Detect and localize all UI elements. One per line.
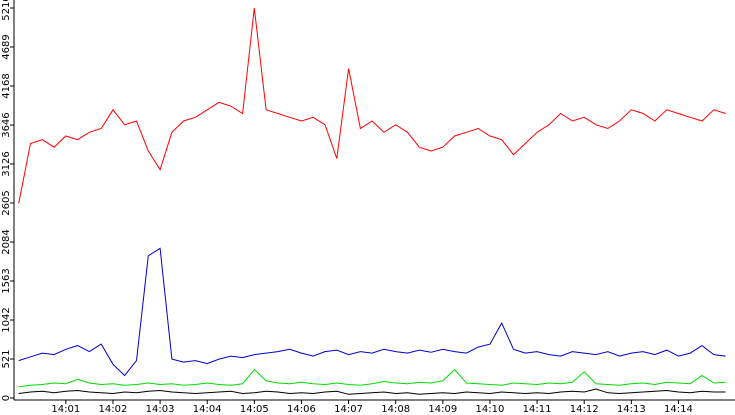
x-tick-label: 14:11 (523, 404, 552, 415)
x-tick-label: 14:09 (428, 404, 457, 415)
y-tick-label: 4168 (1, 73, 12, 98)
x-tick-label: 14:07 (334, 404, 363, 415)
x-tick-label: 14:04 (193, 404, 222, 415)
y-tick-label: 5210 (1, 0, 12, 21)
x-tick-label: 14:08 (381, 404, 410, 415)
y-tick-label: 3126 (1, 151, 12, 176)
x-tick-label: 14:12 (570, 404, 599, 415)
x-tick-label: 14:05 (240, 404, 269, 415)
y-tick-label: 2084 (1, 229, 12, 254)
y-tick-label: 0 (1, 395, 12, 401)
x-tick-label: 14:06 (287, 404, 316, 415)
y-tick-label: 2605 (1, 190, 12, 215)
series-line (18, 247, 726, 377)
x-tick-label: 14:02 (99, 404, 128, 415)
y-tick-label: 3646 (1, 112, 12, 137)
x-tick-label: 14:14 (664, 404, 693, 415)
x-tick-label: 14:03 (146, 404, 175, 415)
series-line (18, 388, 726, 395)
y-tick-label: 1563 (1, 268, 12, 293)
y-tick-label: 1042 (1, 307, 12, 332)
x-tick-label: 14:10 (476, 404, 505, 415)
y-tick-label: 4689 (1, 34, 12, 59)
y-tick-label: 521 (1, 349, 12, 368)
series-line (18, 7, 726, 204)
x-tick-label: 14:01 (51, 404, 80, 415)
x-tick-label: 14:13 (617, 404, 646, 415)
series-line (18, 368, 726, 388)
